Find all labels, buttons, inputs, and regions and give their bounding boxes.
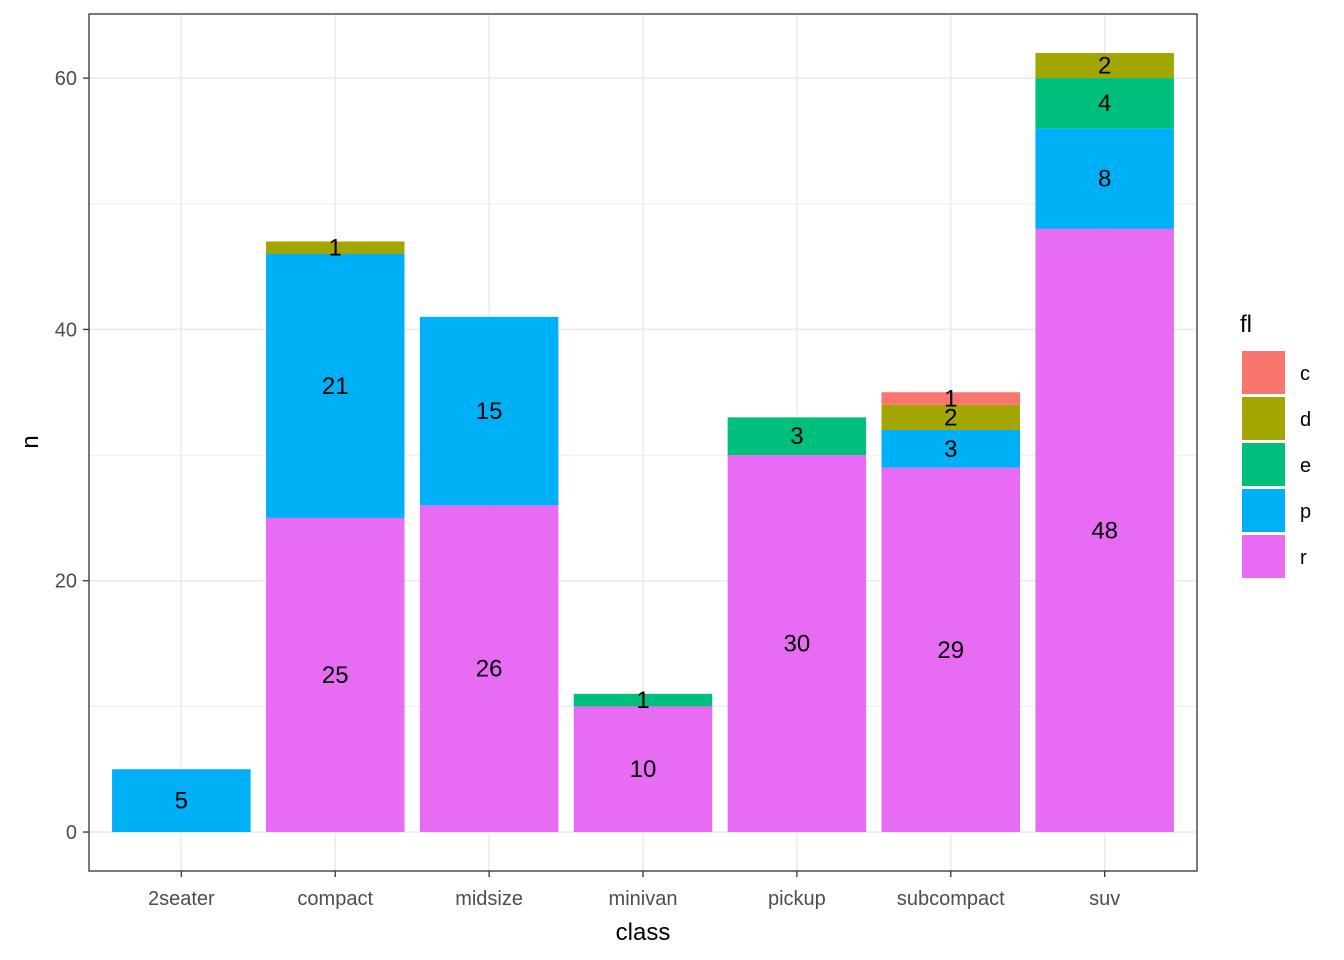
y-axis-title: n	[17, 435, 44, 448]
bar-segment-subcompact-c	[881, 392, 1021, 405]
bar-label-subcompact-c: 1	[944, 386, 957, 413]
bar-segment-compact-r	[265, 517, 405, 833]
x-axis: 2seater compact midsize minivan pickup subcom…	[148, 871, 1120, 910]
bar-label-suv-p: 8	[1098, 166, 1111, 193]
bar-label-subcompact-p: 3	[944, 436, 957, 463]
bar-segment-compact-d	[265, 241, 405, 255]
legend-label-d: d	[1300, 409, 1311, 431]
y-tick-label: 0	[66, 822, 77, 844]
bar-segment-subcompact-r	[881, 467, 1021, 833]
x-tick-label-pickup: pickup	[768, 888, 826, 910]
y-tick-label: 60	[55, 68, 77, 90]
bar-segment-compact-p	[265, 254, 405, 518]
bar-label-subcompact-r: 29	[937, 637, 964, 664]
y-tick-label: 20	[55, 571, 77, 593]
bar-segment-midsize-r	[419, 505, 559, 833]
legend-label-r: r	[1300, 547, 1307, 569]
legend-label-p: p	[1300, 501, 1311, 523]
legend: fl c d e p r	[1240, 311, 1311, 578]
bar-segment-pickup-e	[727, 417, 867, 456]
bar-segment-minivan-e	[573, 693, 713, 707]
legend-title: fl	[1240, 311, 1252, 338]
bar-segment-suv-e	[1035, 78, 1174, 129]
bar-label-pickup-r: 30	[784, 631, 811, 658]
bar-label-pickup-e: 3	[790, 423, 803, 450]
x-tick-label-minivan: minivan	[609, 888, 678, 910]
legend-key-e	[1242, 443, 1285, 486]
bar-segment-suv-p	[1035, 128, 1174, 229]
legend-label-e: e	[1300, 455, 1311, 477]
bar-segment-subcompact-d	[881, 404, 1021, 430]
bar-label-subcompact-d: 2	[944, 404, 957, 431]
bar-label-minivan-r: 10	[630, 756, 657, 783]
bar-label-suv-e: 4	[1098, 90, 1111, 117]
legend-key-p	[1242, 489, 1285, 532]
x-tick-label-midsize: midsize	[455, 888, 523, 910]
bar-label-compact-p: 21	[322, 373, 349, 400]
bar-segment-suv-r	[1035, 228, 1174, 833]
bar-label-minivan-e: 1	[636, 687, 649, 714]
bar-segment-minivan-r	[573, 706, 713, 833]
bar-label-midsize-r: 26	[476, 656, 503, 683]
bar-label-suv-r: 48	[1091, 517, 1118, 544]
x-tick-label-subcompact: subcompact	[897, 888, 1005, 910]
bar-label-compact-r: 25	[322, 662, 349, 689]
bars	[112, 52, 1174, 833]
x-tick-label-compact: compact	[297, 888, 373, 910]
x-tick-label-suv: suv	[1089, 888, 1120, 910]
bar-label-suv-d: 2	[1098, 53, 1111, 80]
legend-key-d	[1242, 397, 1285, 440]
legend-key-c	[1242, 351, 1285, 394]
bar-label-compact-d: 1	[329, 235, 342, 262]
legend-label-c: c	[1300, 363, 1310, 385]
bar-segment-midsize-p	[419, 316, 559, 506]
y-axis: 0 20 40 60	[55, 68, 89, 844]
legend-key-r	[1242, 535, 1285, 578]
bar-label-midsize-p: 15	[476, 398, 503, 425]
bar-label-2seater-p: 5	[175, 788, 188, 815]
bar-segment-subcompact-p	[881, 429, 1021, 468]
bar-segment-pickup-r	[727, 455, 867, 833]
bar-segment-2seater-p	[112, 769, 251, 833]
bar-segment-suv-d	[1035, 52, 1174, 79]
x-axis-title: class	[616, 919, 671, 946]
x-tick-label-2seater: 2seater	[148, 888, 215, 910]
y-tick-label: 40	[55, 319, 77, 341]
